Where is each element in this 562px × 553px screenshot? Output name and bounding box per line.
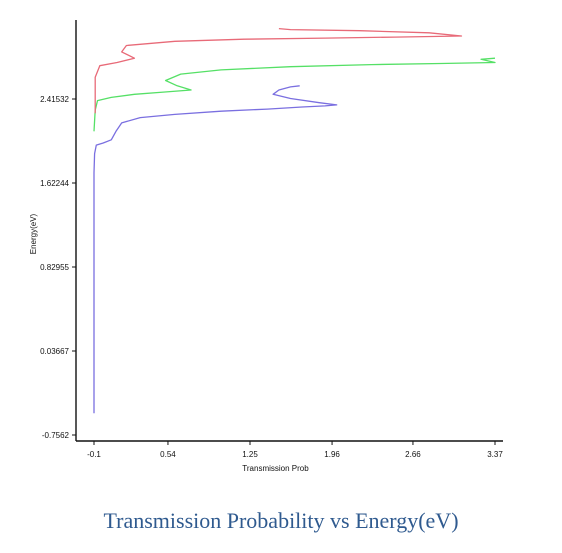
x-tick-label: 1.25 — [242, 450, 258, 459]
x-tick-label: 1.96 — [324, 450, 340, 459]
x-axis-label: Transmission Prob — [242, 464, 309, 473]
series-layer — [93, 27, 496, 414]
x-tick-label: 2.66 — [405, 450, 421, 459]
x-tick-label: 0.54 — [160, 450, 176, 459]
x-ticks: -0.1 0.54 1.25 1.96 2.66 3.37 — [87, 441, 503, 459]
x-tick-label: -0.1 — [87, 450, 101, 459]
y-tick-label: 0.03667 — [40, 347, 69, 356]
x-tick-label: 3.37 — [487, 450, 503, 459]
figure-caption: Transmission Probability vs Energy(eV) — [103, 508, 459, 533]
y-tick-label: -0.7562 — [42, 431, 70, 440]
y-tick-label: 0.82955 — [40, 263, 69, 272]
y-ticks: -0.7562 0.03667 0.82955 1.62244 2.41532 — [40, 95, 76, 440]
y-tick-label: 1.62244 — [40, 179, 69, 188]
y-axis-label: Energy(eV) — [29, 213, 38, 254]
series-line-3 — [94, 27, 463, 114]
series-line-2 — [93, 57, 496, 132]
series-line-1 — [93, 85, 338, 414]
y-tick-label: 2.41532 — [40, 95, 69, 104]
